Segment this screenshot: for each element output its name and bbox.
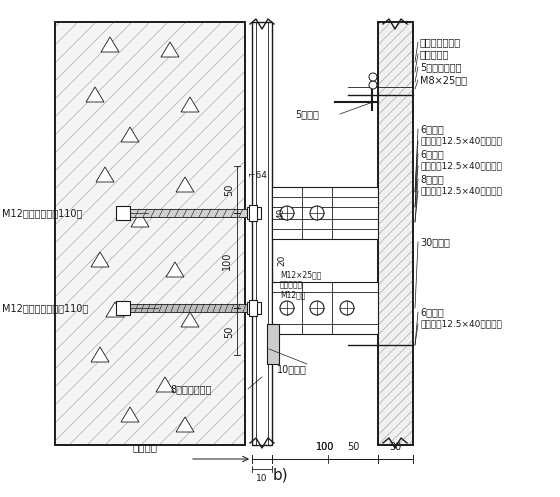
Text: 6厚角钢: 6厚角钢 (420, 124, 444, 134)
Text: 10: 10 (256, 474, 268, 483)
Text: （开纵向12.5×40长圆孔）: （开纵向12.5×40长圆孔） (420, 162, 502, 170)
Text: （开横向12.5×40长圆孔）: （开横向12.5×40长圆孔） (420, 137, 502, 146)
Text: M12螺栓: M12螺栓 (280, 291, 305, 300)
Bar (272, 282, 378, 334)
Polygon shape (176, 417, 194, 432)
Bar (378, 22, 413, 445)
Bar (130, 209, 252, 217)
Text: M12×25螺栓: M12×25螺栓 (280, 270, 321, 279)
Bar (252, 22, 272, 445)
Bar (116, 206, 130, 220)
Polygon shape (86, 87, 104, 102)
Text: M12铁膨胀（埋深110）: M12铁膨胀（埋深110） (2, 208, 82, 218)
Circle shape (310, 301, 324, 315)
Polygon shape (121, 127, 139, 142)
Text: M12化学膨胀（埋深110）: M12化学膨胀（埋深110） (2, 303, 88, 313)
Bar (55, 22, 245, 445)
Polygon shape (91, 252, 109, 267)
Bar (378, 22, 413, 445)
Polygon shape (91, 347, 109, 362)
Bar (55, 22, 245, 445)
Text: 50: 50 (224, 183, 234, 196)
Text: 50: 50 (224, 326, 234, 337)
Bar (130, 304, 252, 312)
Bar (247, 207, 261, 219)
Circle shape (310, 206, 324, 220)
Bar (116, 301, 130, 315)
Circle shape (280, 301, 294, 315)
Text: 石材密拼缝: 石材密拼缝 (420, 49, 449, 59)
Text: 5号角钢: 5号角钢 (295, 109, 319, 119)
Bar (267, 324, 279, 364)
Polygon shape (96, 167, 114, 182)
Text: b): b) (272, 467, 288, 482)
Bar (249, 300, 257, 316)
Polygon shape (176, 177, 194, 192)
Text: 8号槽钢主龙骨: 8号槽钢主龙骨 (170, 384, 211, 394)
Text: 50: 50 (347, 442, 359, 452)
Bar (247, 302, 261, 314)
Circle shape (369, 73, 377, 81)
Bar (272, 187, 378, 239)
Polygon shape (161, 42, 179, 57)
Polygon shape (106, 302, 124, 317)
Text: 石材专用密封胶: 石材专用密封胶 (420, 37, 461, 47)
Bar (249, 205, 257, 221)
Text: 10厚铁板: 10厚铁板 (277, 364, 307, 374)
Polygon shape (166, 262, 184, 277)
Polygon shape (156, 377, 174, 392)
Text: （开竖向12.5×40长圆孔）: （开竖向12.5×40长圆孔） (420, 186, 502, 195)
Circle shape (369, 81, 377, 89)
Text: 40: 40 (277, 207, 286, 219)
Text: 100: 100 (316, 442, 334, 452)
Circle shape (280, 206, 294, 220)
Text: 现场实测: 现场实测 (133, 442, 157, 452)
Polygon shape (101, 37, 119, 52)
Text: 6厚角钢: 6厚角钢 (420, 149, 444, 159)
Text: 5厚不锈钢卡件: 5厚不锈钢卡件 (420, 62, 461, 72)
Polygon shape (181, 312, 199, 327)
Polygon shape (131, 212, 149, 227)
Text: 6厚角钢: 6厚角钢 (420, 307, 444, 317)
Polygon shape (121, 407, 139, 422)
Text: 30: 30 (389, 442, 402, 452)
Text: 100: 100 (316, 442, 334, 452)
Text: 调整后点焊: 调整后点焊 (280, 280, 303, 289)
Text: （开竖向12.5×40长圆孔）: （开竖向12.5×40长圆孔） (420, 320, 502, 329)
Text: 30厚石材: 30厚石材 (420, 237, 450, 247)
Text: 20: 20 (277, 255, 286, 266)
Text: 8号槽钢: 8号槽钢 (420, 174, 444, 184)
Text: ⌐64: ⌐64 (248, 170, 267, 179)
Circle shape (340, 301, 354, 315)
Text: 100: 100 (222, 251, 232, 270)
Text: M8×25螺栓: M8×25螺栓 (420, 75, 467, 85)
Polygon shape (181, 97, 199, 112)
